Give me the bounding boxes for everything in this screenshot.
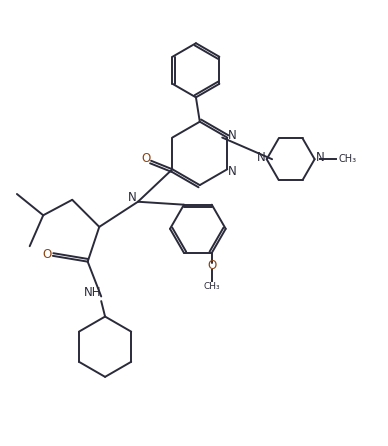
- Text: N: N: [228, 165, 237, 178]
- Text: NH: NH: [84, 286, 101, 299]
- Text: O: O: [207, 259, 217, 272]
- Text: O: O: [43, 248, 52, 261]
- Text: O: O: [141, 152, 150, 165]
- Text: N: N: [128, 191, 137, 204]
- Text: N: N: [316, 151, 324, 164]
- Text: CH₃: CH₃: [203, 282, 220, 291]
- Text: CH₃: CH₃: [339, 154, 357, 164]
- Text: N: N: [257, 151, 266, 164]
- Text: N: N: [228, 129, 237, 142]
